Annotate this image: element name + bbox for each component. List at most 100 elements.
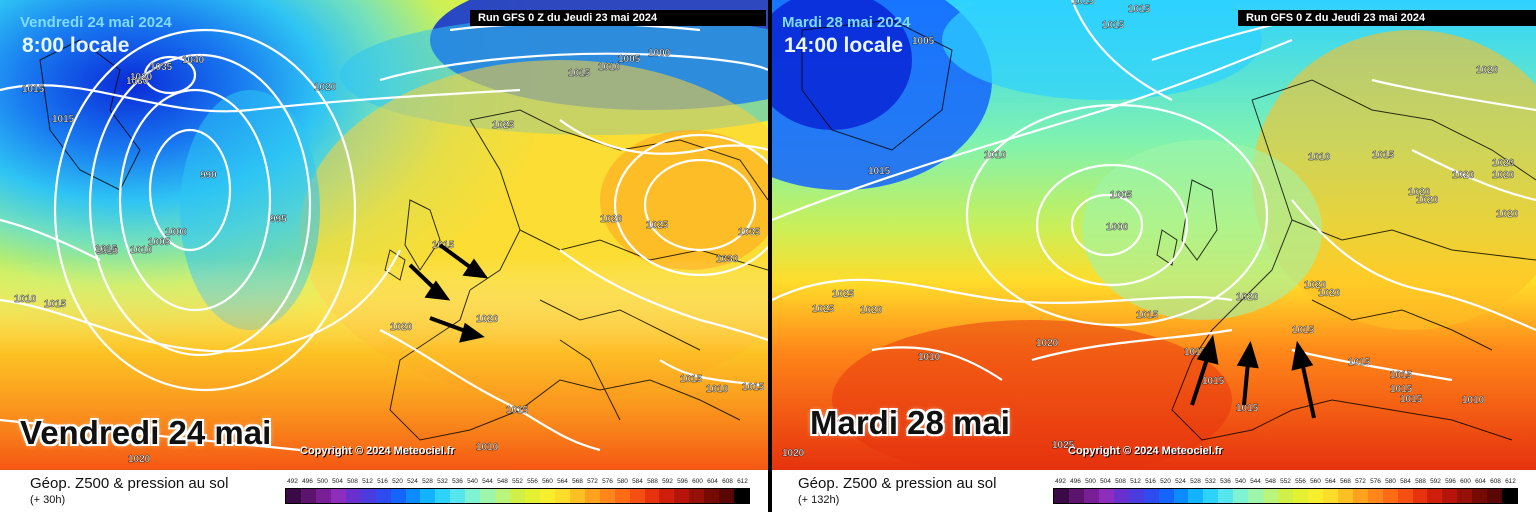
scale-tick-label: 552 (512, 478, 523, 485)
scale-tick-label: 576 (602, 478, 613, 485)
scale-color-swatch (286, 489, 301, 503)
scale-color-swatch (1128, 489, 1144, 503)
scale-color-swatch (405, 489, 421, 503)
scale-color-swatch (1143, 489, 1159, 503)
scale-tick-label: 496 (302, 478, 313, 485)
scale-color-swatch (1203, 489, 1219, 503)
scale-tick-label: 520 (392, 478, 403, 485)
svg-text:1020: 1020 (128, 454, 151, 465)
scale-tick-label: 508 (347, 478, 358, 485)
svg-text:1020: 1020 (1492, 170, 1515, 181)
scale-tick-label: 516 (1145, 478, 1156, 485)
svg-text:1010: 1010 (130, 245, 153, 256)
svg-text:1015: 1015 (1292, 325, 1315, 336)
scale-tick-label: 584 (632, 478, 643, 485)
svg-text:1005: 1005 (1110, 190, 1133, 201)
svg-text:1035: 1035 (738, 227, 761, 238)
scale-tick-label: 560 (1310, 478, 1321, 485)
svg-text:1015: 1015 (1390, 384, 1413, 395)
scale-color-swatch (1068, 489, 1084, 503)
scale-tick-label: 528 (1190, 478, 1201, 485)
scale-color-swatch (1098, 489, 1114, 503)
legend-footer: Géop. Z500 & pression au sol (+ 30h) 492… (0, 470, 768, 512)
scale-tick-label: 608 (722, 478, 733, 485)
scale-tick-label: 524 (1175, 478, 1186, 485)
scale-tick-label: 504 (332, 478, 343, 485)
scale-tick-label: 528 (422, 478, 433, 485)
svg-text:1005: 1005 (912, 36, 935, 47)
scale-color-swatch (1083, 489, 1099, 503)
scale-tick-label: 560 (542, 478, 553, 485)
scale-tick-label: 548 (1265, 478, 1276, 485)
footer-title: Géop. Z500 & pression au sol (798, 475, 997, 492)
svg-text:1020: 1020 (1408, 187, 1431, 198)
svg-text:1035: 1035 (150, 62, 173, 73)
date-label: Vendredi 24 mai 2024 (20, 14, 172, 31)
svg-text:1000: 1000 (165, 227, 188, 238)
svg-text:1020: 1020 (476, 314, 499, 325)
svg-text:1015: 1015 (1400, 394, 1423, 405)
svg-text:1015: 1015 (1202, 376, 1225, 387)
svg-text:1020: 1020 (600, 214, 623, 225)
legend-footer: Géop. Z500 & pression au sol (+ 132h) 49… (772, 470, 1536, 512)
svg-text:1015: 1015 (1136, 310, 1159, 321)
svg-text:1015: 1015 (1372, 150, 1395, 161)
svg-text:1015: 1015 (1184, 347, 1207, 358)
svg-text:1010: 1010 (706, 384, 729, 395)
scale-tick-label: 540 (467, 478, 478, 485)
svg-text:1020: 1020 (860, 305, 883, 316)
scale-color-swatch (330, 489, 346, 503)
scale-color-swatch (614, 489, 630, 503)
scale-color-swatch (1352, 489, 1368, 503)
scale-color-swatch (1412, 489, 1428, 503)
scale-color-swatch (1382, 489, 1398, 503)
svg-text:1020: 1020 (1492, 158, 1515, 169)
scale-color-swatch (554, 489, 570, 503)
forecast-hours: (+ 132h) (798, 494, 840, 506)
scale-color-swatch (1457, 489, 1473, 503)
svg-text:1015: 1015 (1102, 20, 1125, 31)
scale-tick-label: 536 (1220, 478, 1231, 485)
svg-text:1010: 1010 (476, 442, 499, 453)
scale-color-swatch (1158, 489, 1174, 503)
scale-color-swatch (1337, 489, 1353, 503)
svg-text:1020: 1020 (1304, 280, 1327, 291)
svg-text:1015: 1015 (95, 244, 118, 255)
footer-title: Géop. Z500 & pression au sol (30, 475, 229, 492)
svg-text:1020: 1020 (1496, 209, 1519, 220)
scale-tick-label: 588 (1415, 478, 1426, 485)
svg-text:1015: 1015 (1390, 370, 1413, 381)
svg-text:1025: 1025 (492, 120, 515, 131)
scale-color-swatch (1113, 489, 1129, 503)
svg-text:1010: 1010 (96, 246, 119, 257)
scale-color-swatch (360, 489, 376, 503)
svg-text:1000: 1000 (1106, 222, 1129, 233)
color-scale: 492 496 500 504 508 512 516 520 524 528 532 536 540 5… (1053, 476, 1518, 504)
scale-tick-label: 608 (1490, 478, 1501, 485)
scale-color-swatch (480, 489, 496, 503)
svg-text:1005: 1005 (148, 237, 171, 248)
svg-text:1015: 1015 (1072, 0, 1095, 7)
scale-color-swatch (1472, 489, 1488, 503)
scale-tick-label: 576 (1370, 478, 1381, 485)
scale-tick-label: 532 (437, 478, 448, 485)
scale-bar (1053, 488, 1518, 504)
svg-text:990: 990 (200, 170, 217, 181)
scale-tick-label: 612 (737, 478, 748, 485)
scale-tick-label: 564 (557, 478, 568, 485)
scale-tick-label: 592 (662, 478, 673, 485)
scale-tick-label: 568 (1340, 478, 1351, 485)
scale-tick-label: 600 (1460, 478, 1471, 485)
svg-text:1015: 1015 (1348, 357, 1371, 368)
scale-color-swatch (420, 489, 436, 503)
svg-text:1020: 1020 (1236, 292, 1259, 303)
forecast-hours: (+ 30h) (30, 494, 66, 506)
scale-color-swatch (659, 489, 675, 503)
scale-tick-label: 568 (572, 478, 583, 485)
scale-color-swatch (539, 489, 555, 503)
scale-color-swatch (644, 489, 660, 503)
scale-tick-label: 520 (1160, 478, 1171, 485)
scale-tick-label: 580 (617, 478, 628, 485)
